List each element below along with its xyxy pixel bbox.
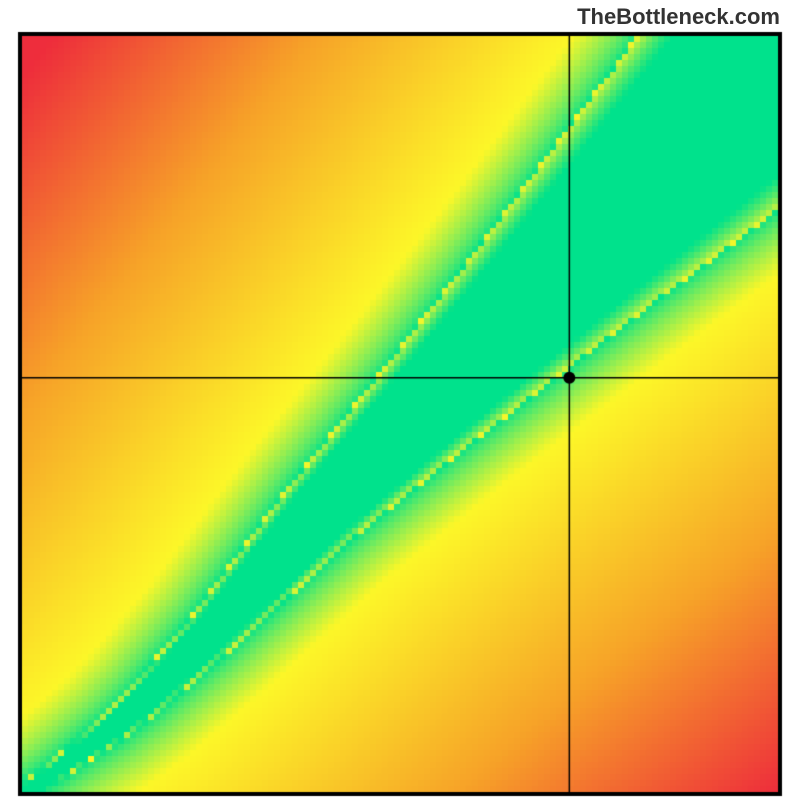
chart-container: TheBottleneck.com [0,0,800,800]
watermark-text: TheBottleneck.com [577,4,780,30]
heatmap-canvas [0,0,800,800]
